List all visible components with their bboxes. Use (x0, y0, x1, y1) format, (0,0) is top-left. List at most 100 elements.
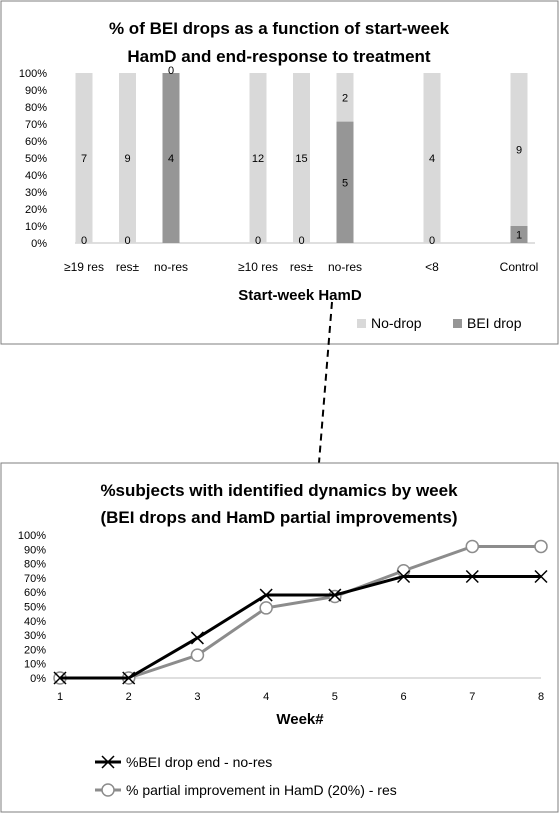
point-marker-x (190, 631, 204, 645)
bar-data-label-bei-drop: 0 (255, 235, 261, 247)
bar-y-tick-label: 10% (25, 221, 47, 233)
bar-legend-swatch (357, 319, 366, 328)
line-x-tick-label: 4 (263, 691, 269, 703)
line-y-tick-label: 70% (24, 573, 46, 585)
point-marker-x (397, 569, 411, 584)
line-y-tick-label: 40% (24, 616, 46, 628)
bar-legend-label: No-drop (371, 315, 422, 331)
line-x-tick-label: 3 (194, 691, 200, 703)
bar-chart-x-axis: ≥19 res res± no-res ≥10 res res± no-res <8 Cont… (64, 260, 538, 274)
line-chart-title-line-1: %subjects with identified dynamics by we… (100, 481, 458, 500)
line-chart-x-axis-title: Week# (276, 711, 324, 728)
bar-data-label-no-drop: 9 (516, 145, 522, 157)
bar-segment-no-drop (119, 73, 136, 243)
bar-chart-x-axis-title: Start-week HamD (238, 287, 362, 304)
line-legend-marker-x (101, 755, 115, 769)
bar-x-tick-label: ≥19 res (64, 260, 104, 274)
bar-x-tick-label: res± (290, 260, 314, 274)
bar-x-tick-label: no-res (328, 260, 362, 274)
bar-y-tick-label: 50% (25, 153, 47, 165)
bar-chart-y-axis: 0% 10% 20% 30% 40% 50% 60% 70% 80% 90% 100% (19, 68, 535, 250)
point-marker-circle (190, 648, 205, 662)
bar-y-tick-label: 70% (25, 119, 47, 131)
line-y-tick-label: 60% (24, 587, 46, 599)
bar-segment-bei-drop (336, 121, 354, 243)
line-legend-label: % partial improvement in HamD (20%) - re… (126, 782, 397, 798)
line-y-tick-label: 10% (24, 659, 46, 671)
point-marker-x (534, 569, 548, 584)
line-y-tick-label: 80% (24, 559, 46, 571)
point-marker-x (122, 671, 136, 685)
bar-segment-no-drop (249, 73, 267, 243)
point-marker-circle (259, 601, 273, 615)
line-legend-label: %BEI drop end - no-res (126, 754, 272, 770)
bar-chart-panel (0, 0, 559, 345)
bar-data-label-bei-drop: 1 (516, 230, 522, 242)
point-marker-x (328, 588, 342, 602)
point-marker-x (259, 588, 273, 602)
bar-data-label-bei-drop: 0 (298, 235, 304, 247)
bar-segment-no-drop (75, 73, 93, 243)
bar-y-tick-label: 80% (25, 102, 47, 114)
point-marker-circle (534, 539, 548, 554)
bar-segment-bei-drop (510, 226, 528, 243)
bar-y-tick-label: 60% (25, 136, 47, 148)
line-x-tick-label: 2 (126, 691, 132, 703)
line-x-tick-label: 7 (469, 691, 475, 703)
point-marker-x (53, 671, 67, 685)
bar-segment-no-drop (336, 73, 354, 122)
bar-data-label-bei-drop: 0 (429, 235, 435, 247)
line-chart-title-line-2: (BEI drops and HamD partial improvements… (100, 508, 457, 527)
point-marker-x (465, 569, 479, 584)
bar-y-tick-label: 90% (25, 85, 47, 97)
line-chart-legend: %BEI drop end - no-res % partial improvem… (95, 754, 397, 798)
bar-legend-label: BEI drop (467, 315, 522, 331)
bar-chart-title-line-1: % of BEI drops as a function of start-we… (109, 19, 450, 38)
bar-y-tick-label: 20% (25, 204, 47, 216)
point-marker-circle (465, 539, 480, 554)
bar-x-tick-label: res± (116, 260, 140, 274)
line-chart-y-axis: 0% 10% 20% 30% 40% 50% 60% 70% 80% 90% 100% (18, 530, 46, 685)
bar-data-label-bei-drop: 4 (168, 153, 174, 165)
bar-data-label-no-drop: 2 (342, 92, 348, 104)
series-line-bei-drop (60, 574, 541, 680)
bar-x-tick-label: no-res (154, 260, 188, 274)
bar-segment-no-drop (510, 73, 528, 226)
bar-y-tick-label: 40% (25, 170, 47, 182)
line-y-tick-label: 90% (24, 544, 46, 556)
bar-segment-no-drop (293, 73, 310, 243)
line-y-tick-label: 0% (30, 673, 46, 685)
series-line-partial-improvement (60, 544, 541, 680)
bar-chart-bars: 7 0 9 0 0 4 12 0 15 0 2 5 4 0 9 1 (75, 65, 528, 247)
line-legend-marker-circle (101, 783, 115, 797)
bar-y-tick-label: 100% (19, 68, 47, 80)
bar-data-label-bei-drop: 0 (81, 235, 87, 247)
line-y-tick-label: 50% (24, 602, 46, 614)
bar-data-label-no-drop: 4 (429, 153, 435, 165)
line-x-tick-label: 1 (57, 691, 63, 703)
bar-legend-swatch (453, 319, 462, 328)
bar-segment-no-drop (423, 73, 441, 243)
bar-y-tick-label: 30% (25, 187, 47, 199)
bar-data-label-no-drop: 9 (124, 153, 130, 165)
line-chart-series (53, 539, 548, 685)
bar-x-tick-label: Control (500, 260, 539, 274)
bar-data-label-no-drop: 15 (295, 153, 307, 165)
bar-data-label-no-drop: 0 (168, 65, 174, 77)
line-x-tick-label: 5 (332, 691, 338, 703)
bar-chart-title-line-2: HamD and end-response to treatment (127, 47, 431, 66)
bar-data-label-no-drop: 7 (81, 153, 87, 165)
bar-x-tick-label: <8 (425, 260, 439, 274)
bar-data-label-bei-drop: 0 (124, 235, 130, 247)
line-y-tick-label: 100% (18, 530, 46, 542)
line-chart-x-axis: 1 2 3 4 5 6 7 8 (57, 677, 544, 703)
bar-chart-legend: No-drop BEI drop (357, 315, 522, 331)
point-marker-circle (396, 564, 411, 578)
bar-data-label-no-drop: 12 (252, 153, 264, 165)
line-y-tick-label: 20% (24, 644, 46, 656)
line-y-tick-label: 30% (24, 630, 46, 642)
line-x-tick-label: 6 (401, 691, 407, 703)
bar-data-label-bei-drop: 5 (342, 177, 348, 189)
bar-segment-bei-drop (162, 73, 180, 243)
